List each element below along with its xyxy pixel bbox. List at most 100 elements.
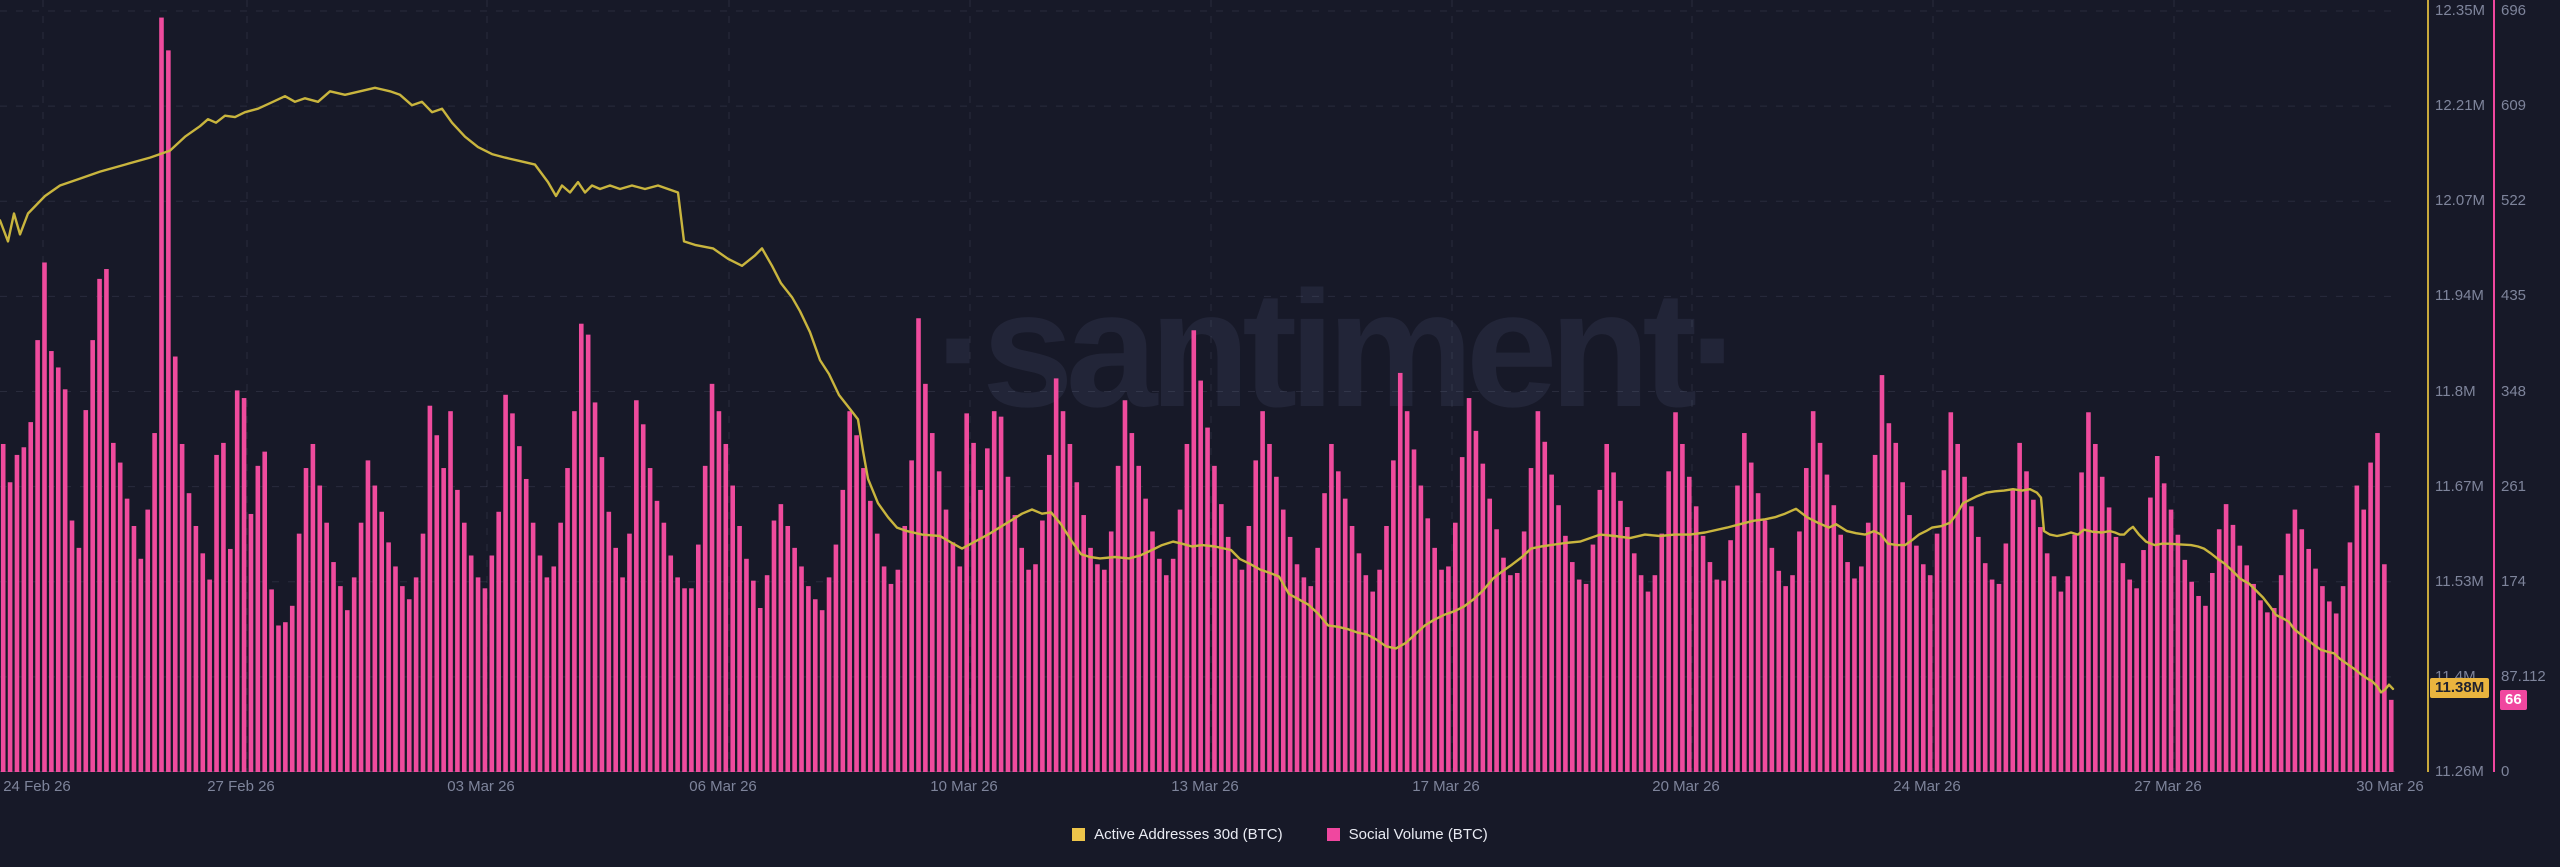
social-volume-bar[interactable]	[324, 522, 329, 772]
social-volume-bar[interactable]	[1480, 463, 1486, 772]
social-volume-bar[interactable]	[1859, 566, 1864, 772]
social-volume-bar[interactable]	[2244, 565, 2250, 772]
social-volume-bar[interactable]	[1886, 423, 1892, 772]
social-volume-bar[interactable]	[1563, 535, 1568, 772]
social-volume-bar[interactable]	[42, 262, 47, 772]
social-volume-bar[interactable]	[283, 622, 288, 772]
social-volume-bar[interactable]	[1315, 547, 1320, 772]
social-volume-bar[interactable]	[1976, 536, 1981, 772]
social-volume-bar[interactable]	[1535, 411, 1541, 772]
social-volume-bar[interactable]	[1762, 520, 1768, 772]
social-volume-bar[interactable]	[785, 525, 791, 772]
social-volume-bar[interactable]	[1872, 454, 1878, 772]
social-volume-bar[interactable]	[1177, 509, 1183, 772]
social-volume-bar[interactable]	[1611, 472, 1616, 772]
social-volume-bar[interactable]	[682, 588, 687, 772]
social-volume-bar[interactable]	[228, 548, 233, 772]
social-volume-bar[interactable]	[868, 500, 873, 772]
social-volume-bar[interactable]	[489, 555, 495, 772]
social-volume-bar[interactable]	[1095, 564, 1100, 772]
social-volume-bar[interactable]	[296, 533, 302, 772]
social-volume-bar[interactable]	[2031, 499, 2036, 772]
social-volume-bar[interactable]	[111, 442, 116, 772]
social-volume-bar[interactable]	[1955, 443, 1960, 772]
social-volume-bar[interactable]	[1783, 586, 1788, 772]
social-volume-bar[interactable]	[1157, 558, 1162, 772]
social-volume-bar[interactable]	[936, 471, 942, 772]
social-volume-bar[interactable]	[716, 411, 722, 772]
social-volume-bar[interactable]	[702, 465, 708, 772]
social-volume-bar[interactable]	[1404, 411, 1410, 772]
social-volume-bar[interactable]	[1384, 525, 1389, 772]
social-volume-bar[interactable]	[634, 400, 639, 772]
social-volume-bar[interactable]	[558, 522, 563, 772]
social-volume-bar[interactable]	[757, 607, 763, 772]
social-volume-bar[interactable]	[76, 547, 82, 772]
social-volume-bar[interactable]	[2154, 456, 2160, 772]
social-volume-bar[interactable]	[193, 525, 199, 772]
social-volume-bar[interactable]	[2106, 507, 2112, 772]
social-volume-bar[interactable]	[2313, 568, 2318, 772]
social-volume-bar[interactable]	[1391, 460, 1396, 772]
social-volume-bar[interactable]	[1514, 573, 1520, 772]
social-volume-bar[interactable]	[1707, 562, 1713, 772]
social-volume-bar[interactable]	[482, 588, 488, 772]
social-volume-bar[interactable]	[861, 468, 866, 772]
social-volume-bar[interactable]	[1439, 569, 1444, 772]
social-volume-bar[interactable]	[1962, 476, 1967, 772]
social-volume-bar[interactable]	[1432, 547, 1437, 772]
social-volume-bar[interactable]	[640, 424, 646, 772]
social-volume-bar[interactable]	[448, 411, 453, 772]
social-volume-bar[interactable]	[317, 485, 323, 772]
social-volume-bar[interactable]	[744, 558, 749, 772]
social-volume-bar[interactable]	[1693, 506, 1699, 772]
social-volume-bar[interactable]	[503, 394, 508, 772]
social-volume-bar[interactable]	[14, 454, 20, 772]
social-volume-bar[interactable]	[97, 278, 102, 772]
social-volume-bar[interactable]	[1618, 500, 1623, 772]
social-volume-bar[interactable]	[1652, 575, 1658, 772]
social-volume-bar[interactable]	[207, 579, 212, 772]
social-volume-bar[interactable]	[1363, 575, 1369, 772]
social-volume-bar[interactable]	[737, 525, 742, 772]
social-volume-bar[interactable]	[1411, 449, 1417, 772]
social-volume-bar[interactable]	[1294, 564, 1300, 772]
social-volume-bar[interactable]	[400, 586, 405, 772]
social-volume-bar[interactable]	[413, 577, 419, 772]
social-volume-bar[interactable]	[2320, 586, 2325, 772]
social-volume-bar[interactable]	[1508, 575, 1513, 772]
social-volume-bar[interactable]	[1280, 509, 1286, 772]
social-volume-bar[interactable]	[2223, 504, 2229, 772]
social-volume-bar[interactable]	[730, 485, 735, 772]
social-volume-bar[interactable]	[1865, 522, 1871, 772]
social-volume-bar[interactable]	[379, 511, 385, 772]
social-volume-bar[interactable]	[510, 413, 515, 772]
social-volume-bar[interactable]	[214, 454, 219, 772]
social-volume-bar[interactable]	[2306, 548, 2311, 772]
social-volume-bar[interactable]	[83, 410, 89, 772]
social-volume-bar[interactable]	[985, 448, 990, 772]
social-volume-bar[interactable]	[1397, 372, 1403, 772]
social-volume-bar[interactable]	[819, 610, 825, 772]
social-volume-bar[interactable]	[771, 520, 777, 772]
social-volume-bar[interactable]	[2230, 524, 2236, 772]
social-volume-bar[interactable]	[2182, 559, 2188, 772]
social-volume-bar[interactable]	[496, 511, 502, 772]
legend-item-social-volume[interactable]: Social Volume (BTC)	[1326, 826, 1488, 843]
social-volume-bar[interactable]	[544, 577, 550, 772]
social-volume-bar[interactable]	[2258, 600, 2263, 772]
social-volume-bar[interactable]	[351, 577, 357, 772]
social-volume-bar[interactable]	[1322, 493, 1327, 772]
social-volume-bar[interactable]	[1569, 562, 1575, 772]
social-volume-bar[interactable]	[1501, 557, 1506, 772]
social-volume-bar[interactable]	[2148, 497, 2153, 772]
social-volume-bar[interactable]	[888, 583, 894, 772]
social-volume-bar[interactable]	[2327, 601, 2332, 772]
social-volume-bar[interactable]	[806, 586, 811, 772]
social-volume-bar[interactable]	[923, 383, 928, 772]
social-volume-bar[interactable]	[255, 465, 261, 772]
social-volume-bar[interactable]	[248, 513, 254, 772]
social-volume-bar[interactable]	[434, 435, 440, 772]
social-volume-bar[interactable]	[964, 413, 969, 772]
social-volume-bar[interactable]	[2216, 529, 2222, 772]
